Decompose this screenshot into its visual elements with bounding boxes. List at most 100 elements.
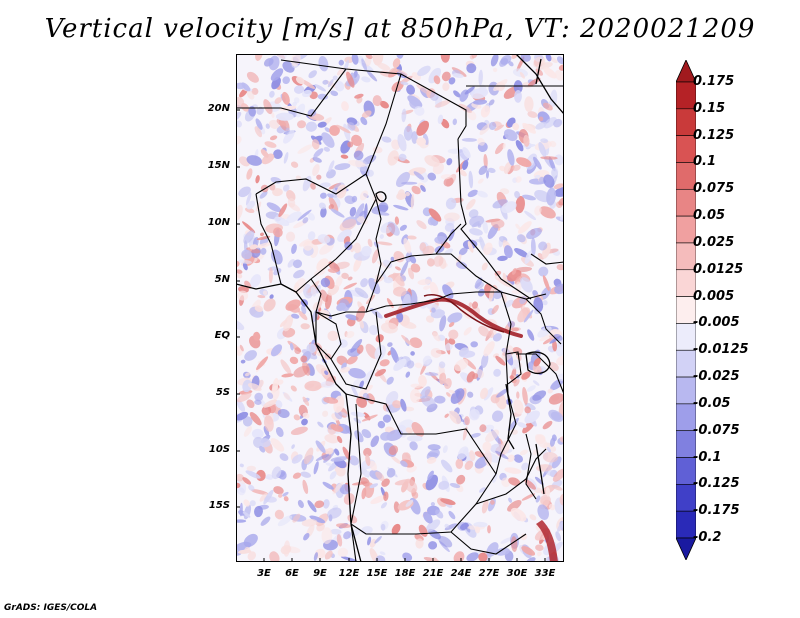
downdraft-cell [393,204,409,211]
downdraft-cell [420,185,426,192]
downdraft-cell [478,487,486,493]
updraft-cell [273,486,284,495]
updraft-cell [274,97,282,104]
downdraft-cell [400,460,408,468]
updraft-cell [408,167,426,176]
downdraft-cell [438,361,446,369]
updraft-cell [395,69,408,76]
border-uganda-kenya [525,298,562,345]
downdraft-cell [241,249,253,260]
updraft-cell [270,438,285,452]
downdraft-cell [307,500,317,513]
updraft-cell [479,123,492,135]
updraft-cell [371,248,380,264]
downdraft-cell [513,454,524,463]
downdraft-cell [449,482,461,489]
downdraft-cell [329,471,337,480]
updraft-cell [523,134,530,147]
updraft-cell [304,380,322,392]
updraft-cell [347,141,354,148]
border-south-sudan [436,253,547,300]
downdraft-cell [250,274,262,288]
lake-victoria [525,351,551,375]
downdraft-cell [330,90,339,97]
updraft-cell [393,501,400,513]
updraft-cell [434,99,451,108]
updraft-cell [290,161,299,168]
downdraft-cell [495,547,510,556]
updraft-cell [503,161,512,174]
updraft-cell [487,330,495,338]
updraft-cell [485,429,500,443]
downdraft-cell [496,388,508,398]
updraft-cell [401,334,412,346]
updraft-cell [426,258,435,267]
updraft-cell [324,550,333,560]
downdraft-cell [282,491,289,497]
updraft-cell [416,120,430,136]
downdraft-cell [347,122,356,131]
colorbar [676,60,696,560]
updraft-cell [298,310,308,321]
downdraft-cell [500,537,513,544]
downdraft-cell [448,77,456,85]
downdraft-cell [291,444,295,449]
downdraft-cell [322,499,330,509]
updraft-cell [400,321,417,329]
southeast-updraft [536,520,558,562]
updraft-cell [532,363,542,375]
downdraft-cell [538,142,547,157]
downdraft-cell [527,329,535,341]
updraft-cell [254,126,263,138]
downdraft-cell [401,108,407,123]
downdraft-cell [484,552,492,562]
downdraft-cell [318,55,329,72]
downdraft-cell [313,148,324,158]
updraft-cell [246,168,253,180]
updraft-cell [286,190,296,202]
downdraft-cell [458,247,468,256]
updraft-cell [428,208,442,222]
updraft-cell [411,491,419,499]
updraft-cell [444,378,452,390]
downdraft-cell [381,136,392,143]
updraft-cell [518,221,532,234]
downdraft-cell [351,54,359,65]
updraft-cell [346,355,358,365]
downdraft-cell [315,453,330,462]
downdraft-cell [259,445,266,453]
colorbar-label: -0.2 [693,530,722,545]
updraft-cell [297,144,313,154]
downdraft-cell [320,207,327,218]
downdraft-cell [302,175,312,192]
lon-tick-label: 12E [338,568,360,579]
downdraft-cell [330,528,342,535]
downdraft-cell [297,499,304,509]
updraft-cell [495,355,506,366]
updraft-cell [268,267,273,284]
downdraft-cell [427,444,441,451]
updraft-cell [354,93,364,99]
downdraft-cell [398,153,407,162]
lat-tick-label: 5N [214,274,230,285]
downdraft-cell [387,221,400,236]
downdraft-cell [359,380,364,389]
updraft-cell [365,454,371,467]
downdraft-cell [324,370,329,376]
lat-tick-label: 10S [208,444,230,455]
downdraft-cell [246,155,263,166]
updraft-cell [444,212,460,222]
updraft-cell [246,399,255,409]
downdraft-cell [353,150,364,161]
downdraft-cell [238,186,251,198]
updraft-cell [391,523,401,535]
downdraft-cell [370,435,380,448]
east-africa-coast [535,58,542,85]
downdraft-cell [248,105,257,117]
downdraft-cell [507,149,515,166]
updraft-cell [244,372,251,377]
downdraft-cell [254,399,262,405]
updraft-cell [429,281,439,297]
updraft-cell [542,275,550,291]
updraft-cell [316,258,329,272]
